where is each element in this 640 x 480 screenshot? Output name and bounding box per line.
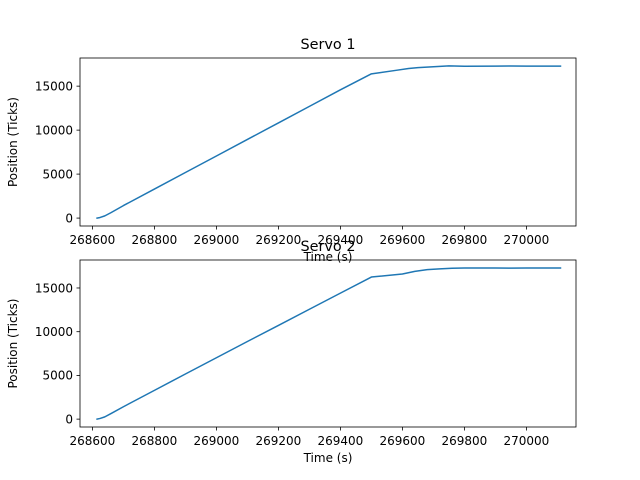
chart-title: Servo 2 — [301, 239, 356, 255]
y-axis-label: Position (Ticks) — [6, 299, 20, 389]
x-tick-label: 269200 — [255, 434, 301, 448]
y-tick-label: 5000 — [42, 369, 73, 383]
x-tick-label: 268600 — [69, 434, 115, 448]
plot-frame — [79, 259, 577, 428]
y-tick-label: 0 — [65, 412, 73, 426]
chart-servo-2: 268600 268800 269000 269200 269400 269600 2698… — [6, 239, 577, 465]
y-tick-label: 10000 — [35, 325, 73, 339]
x-tick-label: 270000 — [503, 233, 549, 247]
x-tick-label: 269400 — [317, 233, 363, 247]
x-tick-label: 269200 — [255, 233, 301, 247]
x-tick-label: 268600 — [69, 233, 115, 247]
y-tick-label: 0 — [65, 211, 73, 225]
series-line-0 — [96, 65, 562, 219]
x-tick-label: 268800 — [131, 434, 177, 448]
chart-servo-1: 268600 268800 269000 269200 269400 269600 2698… — [6, 37, 577, 264]
x-tick-label: 270000 — [503, 434, 549, 448]
y-tick-label: 15000 — [35, 281, 73, 295]
y-tick-label: 10000 — [35, 123, 73, 137]
y-tick-label: 5000 — [42, 167, 73, 181]
x-tick-label: 269600 — [379, 233, 425, 247]
y-axis-label: Position (Ticks) — [6, 97, 20, 187]
x-axis-label: Time (s) — [303, 250, 353, 264]
x-tick-label: 269000 — [193, 233, 239, 247]
chart-title: Servo 1 — [301, 37, 356, 53]
x-tick-label: 269400 — [317, 434, 363, 448]
x-tick-label: 269000 — [193, 434, 239, 448]
x-tick-label: 269800 — [441, 434, 487, 448]
x-tick-label: 269600 — [379, 434, 425, 448]
x-axis-label: Time (s) — [303, 451, 353, 465]
x-tick-label: 268800 — [131, 233, 177, 247]
y-tick-label: 15000 — [35, 79, 73, 93]
x-tick-label: 269800 — [441, 233, 487, 247]
series-line-0 — [96, 267, 562, 421]
plot-frame — [79, 57, 577, 227]
